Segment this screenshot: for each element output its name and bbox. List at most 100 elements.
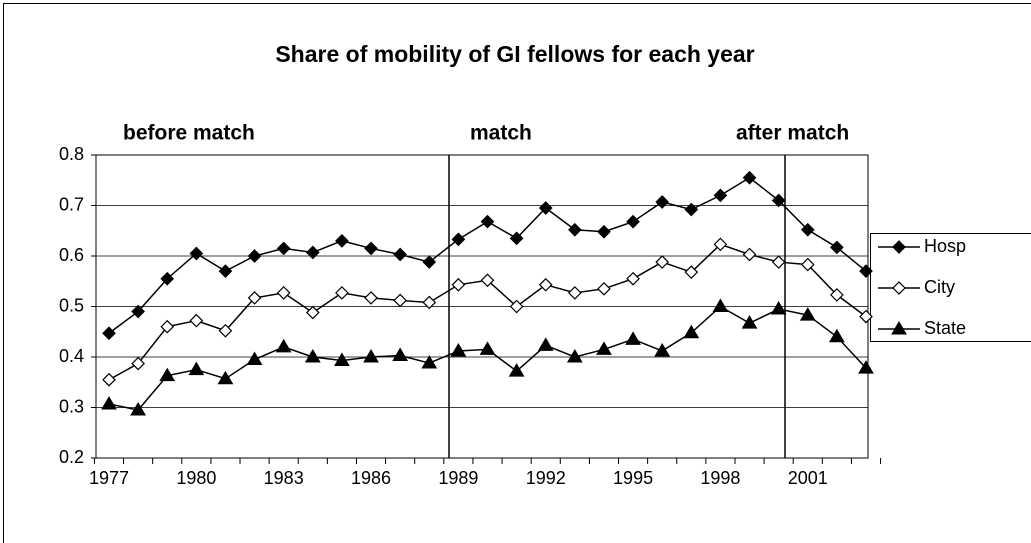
point: [363, 349, 379, 363]
x-tick-label: 1995: [613, 468, 653, 488]
point: [771, 193, 786, 208]
annotation: match: [470, 122, 532, 145]
point: [567, 286, 582, 300]
legend-label: City: [924, 277, 955, 297]
point: [829, 328, 845, 343]
point: [509, 231, 524, 246]
point: [422, 295, 437, 310]
point: [830, 288, 844, 302]
point: [567, 222, 582, 237]
point: [393, 293, 408, 308]
y-tick-label: 0.3: [59, 396, 84, 416]
point: [276, 286, 291, 300]
annotation: before match: [123, 122, 255, 145]
chart-border: [3, 3, 1031, 543]
point: [859, 264, 873, 278]
point: [566, 349, 583, 363]
point: [480, 273, 495, 288]
legend-marker: [892, 240, 906, 254]
point: [655, 255, 670, 269]
point: [625, 331, 641, 345]
legend-label: State: [924, 318, 966, 338]
point: [218, 264, 233, 278]
x-tick-label: 1983: [264, 468, 304, 488]
y-tick-label: 0.5: [59, 295, 84, 315]
point: [131, 304, 145, 319]
point: [275, 338, 292, 353]
point: [858, 360, 874, 374]
point: [713, 237, 728, 252]
point: [799, 307, 816, 321]
point: [304, 349, 321, 363]
point: [305, 305, 320, 320]
point: [654, 342, 671, 357]
point: [392, 347, 409, 361]
point: [771, 255, 786, 269]
point: [742, 247, 757, 262]
point: [742, 170, 757, 185]
point: [189, 313, 204, 328]
point: [364, 241, 378, 256]
point: [508, 363, 525, 377]
point: [276, 241, 291, 256]
legend-marker: [892, 281, 906, 295]
point: [334, 352, 350, 367]
point: [537, 337, 554, 351]
point: [770, 301, 787, 315]
point: [130, 402, 146, 416]
point: [335, 286, 349, 300]
x-tick-label: 2001: [788, 468, 828, 488]
point: [189, 246, 204, 261]
x-tick-label: 1977: [89, 468, 129, 488]
point: [538, 277, 553, 292]
point: [160, 319, 175, 334]
x-tick-label: 1980: [176, 468, 216, 488]
point: [683, 324, 700, 339]
point: [596, 341, 612, 355]
point: [712, 298, 729, 312]
point: [247, 291, 262, 305]
annotation: after match: [736, 122, 849, 145]
point: [684, 202, 699, 217]
point: [335, 234, 349, 248]
point: [217, 370, 234, 385]
y-tick-label: 0.2: [59, 447, 84, 467]
point: [741, 315, 758, 329]
point: [830, 240, 844, 255]
point: [451, 277, 466, 292]
point: [101, 395, 117, 410]
point: [393, 247, 408, 262]
y-tick-label: 0.4: [59, 346, 84, 366]
point: [421, 355, 438, 369]
x-tick-label: 1998: [700, 468, 740, 488]
point: [597, 281, 611, 296]
point: [364, 291, 378, 305]
point: [800, 257, 815, 272]
point: [480, 214, 495, 229]
point: [509, 299, 524, 314]
chart-title: Share of mobility of GI fellows for each…: [275, 41, 754, 67]
point: [218, 323, 233, 338]
y-tick-label: 0.7: [59, 194, 84, 214]
point: [131, 356, 145, 371]
point: [247, 249, 262, 263]
point: [102, 326, 116, 341]
point: [188, 361, 205, 376]
point: [626, 271, 640, 286]
point: [422, 255, 437, 269]
point: [159, 367, 176, 382]
point: [655, 195, 670, 209]
point: [684, 265, 699, 280]
point: [102, 372, 116, 387]
point: [713, 188, 728, 203]
x-tick-label: 1989: [438, 468, 478, 488]
point: [626, 214, 640, 229]
point: [246, 351, 263, 366]
y-tick-label: 0.8: [59, 144, 84, 164]
point: [451, 232, 466, 247]
x-tick-label: 1992: [526, 468, 566, 488]
y-tick-label: 0.6: [59, 245, 84, 265]
legend-marker: [891, 321, 907, 335]
